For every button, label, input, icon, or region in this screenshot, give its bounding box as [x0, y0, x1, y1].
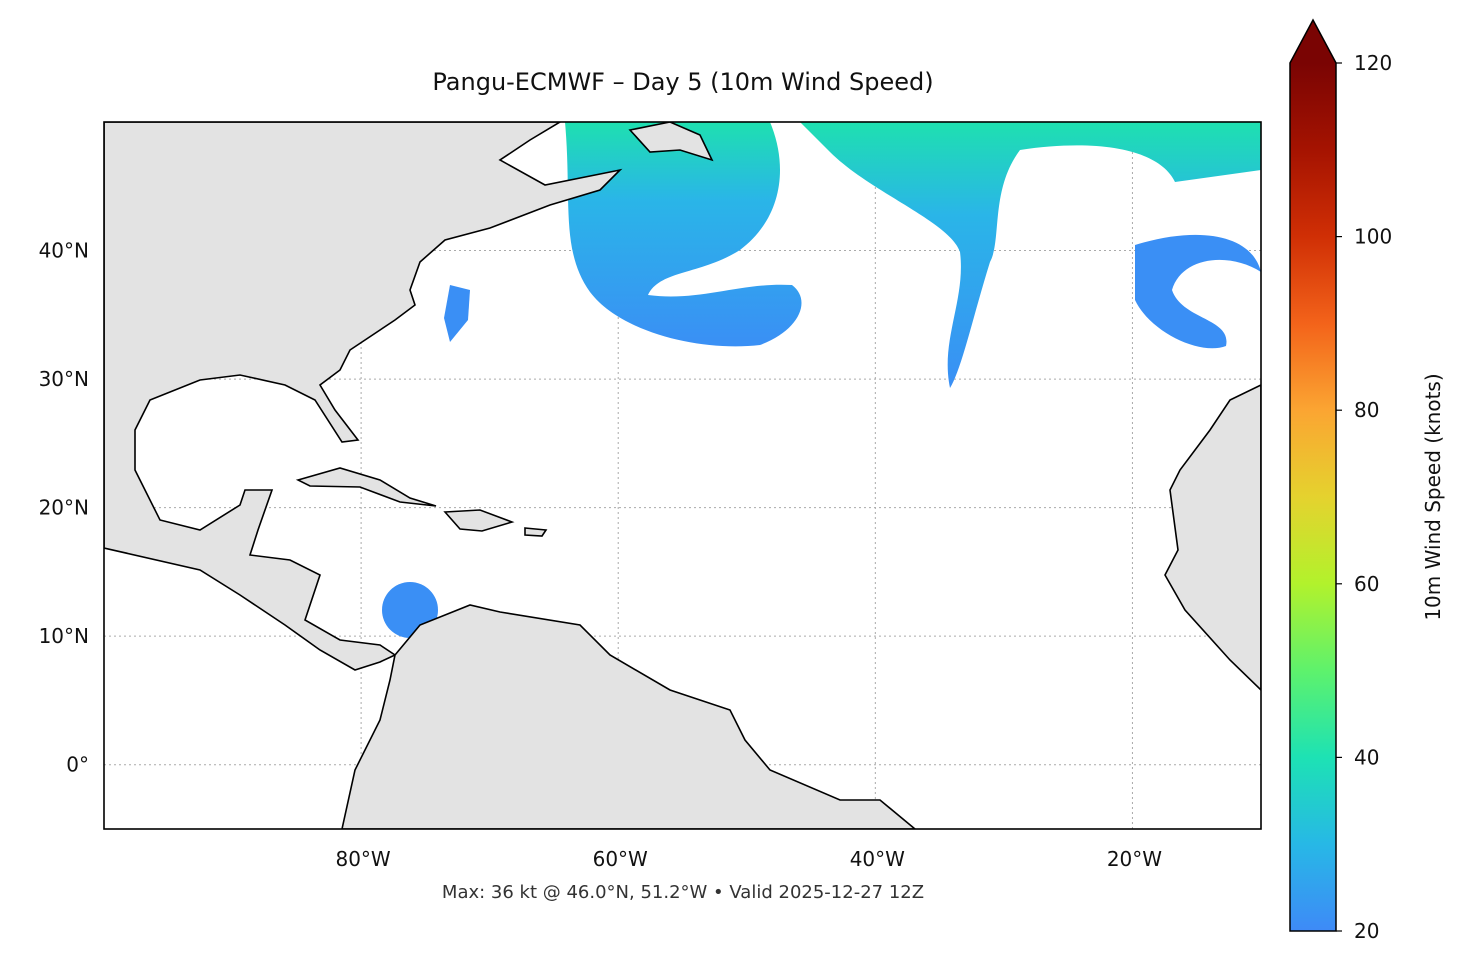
chart-title: Pangu-ECMWF – Day 5 (10m Wind Speed): [432, 68, 933, 96]
y-tick-label: 30°N: [39, 367, 89, 391]
y-tick-label: 40°N: [39, 239, 89, 263]
map-area: [104, 122, 1261, 829]
wind-field: [800, 122, 1261, 388]
y-tick-label: 0°: [66, 753, 89, 777]
colorbar-extend: [1290, 20, 1336, 63]
hispaniola: [443, 509, 515, 532]
x-tick-label: 20°W: [1107, 847, 1162, 871]
colorbar-outline: [1289, 18, 1337, 932]
cuba: [295, 467, 437, 507]
colorbar-tick-label: 20: [1354, 919, 1379, 943]
north-america: [104, 122, 623, 671]
colorbar-tick-label: 120: [1354, 51, 1392, 75]
y-tick-label: 10°N: [39, 624, 89, 648]
x-tick-label: 60°W: [593, 847, 648, 871]
y-tick-label: 20°N: [39, 496, 89, 520]
colorbar-fill: [1290, 63, 1336, 931]
annotation: Max: 36 kt @ 46.0°N, 51.2°W • Valid 2025…: [442, 882, 924, 903]
colorbar-tick-label: 60: [1354, 572, 1379, 596]
newfoundland: [628, 122, 714, 162]
wind-field: [565, 122, 802, 347]
colorbar: 20 40 60 80 100 120 10m Wind Speed (knots): [1289, 18, 1445, 943]
x-tick-label: 80°W: [335, 847, 390, 871]
colorbar-tick-label: 40: [1354, 745, 1379, 769]
colorbar-tick-label: 80: [1354, 398, 1379, 422]
colorbar-label: 10m Wind Speed (knots): [1421, 373, 1445, 620]
wind-field: [444, 285, 470, 342]
x-tick-label: 40°W: [850, 847, 905, 871]
wind-field: [1135, 234, 1261, 349]
colorbar-tick-label: 100: [1354, 225, 1392, 249]
south-america: [341, 604, 917, 829]
puerto-rico: [524, 527, 548, 537]
africa: [1164, 384, 1261, 692]
map-frame: [103, 121, 1262, 830]
